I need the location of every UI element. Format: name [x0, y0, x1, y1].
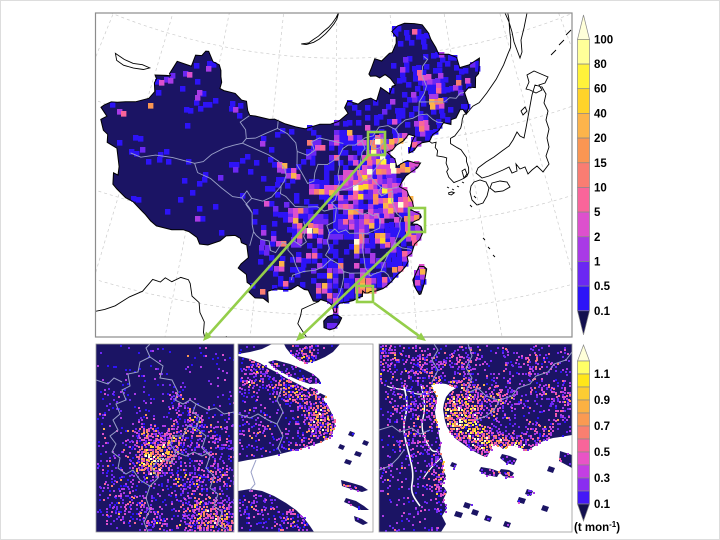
svg-text:0.5: 0.5: [594, 281, 611, 293]
svg-text:0.9: 0.9: [594, 395, 610, 407]
svg-text:20: 20: [594, 133, 607, 145]
svg-text:1: 1: [594, 257, 601, 269]
svg-text:1.1: 1.1: [594, 369, 611, 381]
svg-text:(t mon-1): (t mon-1): [574, 520, 620, 534]
svg-text:5: 5: [594, 207, 601, 219]
svg-text:0.3: 0.3: [594, 473, 610, 485]
svg-text:60: 60: [594, 84, 607, 96]
svg-text:15: 15: [594, 158, 607, 170]
svg-text:0.1: 0.1: [594, 306, 611, 318]
svg-text:0.5: 0.5: [594, 447, 611, 459]
svg-text:40: 40: [594, 108, 607, 120]
svg-text:2: 2: [594, 232, 600, 244]
svg-text:0.7: 0.7: [594, 421, 610, 433]
svg-text:10: 10: [594, 182, 607, 194]
svg-text:0.1: 0.1: [594, 499, 611, 511]
svg-text:80: 80: [594, 59, 607, 71]
svg-text:100: 100: [594, 34, 613, 46]
